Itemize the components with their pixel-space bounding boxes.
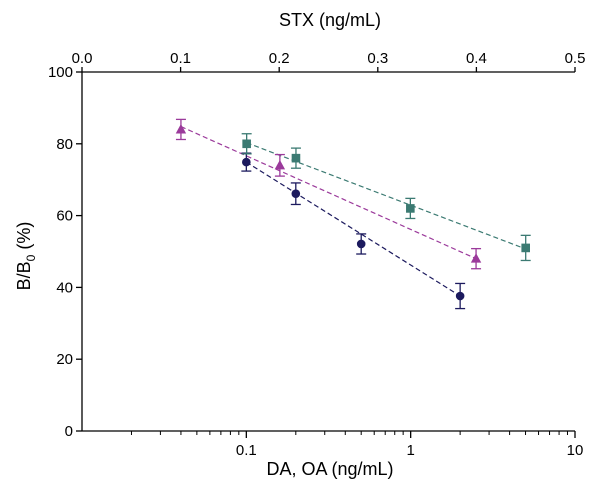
fit-line-series-1 [246,161,461,297]
tick-labels: 0 20 40 60 80 100 0.1 1 10 0.0 0.1 0.2 0.3 0.4 0.5 [48,50,585,459]
data-point-triangle [470,253,482,263]
data-point-square [521,243,530,253]
data-point-square [291,153,301,163]
data-point-square [242,139,251,149]
fit-line-series-2 [180,126,477,260]
y-axis-title-subscript: 0 [24,254,38,261]
data-point-circle [356,239,366,249]
y-tick-label: 80 [56,136,73,153]
y-tick-label: 40 [56,279,73,296]
x-top-tick-label: 0.5 [565,50,586,67]
x-bottom-tick-label: 1 [406,442,414,459]
plot-frame [81,71,575,432]
x-bottom-tick-label: 0.1 [236,442,257,459]
x-top-tick-label: 0.0 [72,50,93,67]
y-tick-label: 100 [48,64,73,81]
data-point-triangle [274,159,286,170]
y-tick-label: 0 [65,423,73,440]
fit-line-series-3 [246,142,526,250]
bottom-axis-title: DA, OA (ng/mL) [266,459,393,479]
data-point-circle [291,189,301,199]
axis-ticks [76,67,576,438]
data-point-triangle [175,123,187,134]
x-bottom-tick-label: 10 [567,442,584,459]
data-point-square [406,204,415,213]
y-axis-title-main: B/B [14,261,34,290]
data-markers [175,123,530,301]
y-tick-label: 60 [56,208,73,225]
top-axis-title: STX (ng/mL) [279,10,381,30]
y-tick-label: 20 [56,351,73,368]
x-top-tick-label: 0.4 [466,50,487,67]
x-top-tick-label: 0.3 [367,50,388,67]
x-top-tick-label: 0.2 [269,50,290,67]
y-axis-title-suffix: (%) [14,222,34,255]
data-point-circle [242,157,251,167]
fit-lines [180,126,526,297]
data-point-circle [455,291,465,301]
y-axis-title: B/B0 (%) [14,222,38,291]
x-top-tick-label: 0.1 [170,50,191,67]
